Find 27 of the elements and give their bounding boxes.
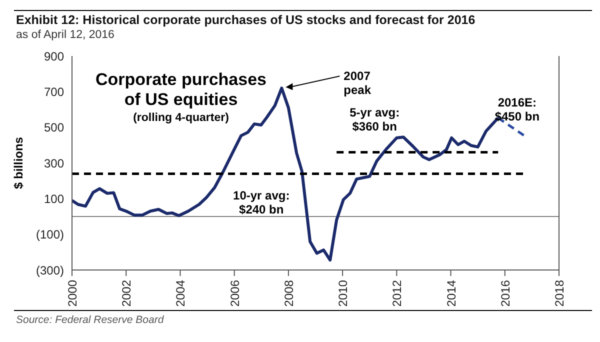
annotation: 5-yr avg: $360 bn [350, 105, 400, 134]
chart-subtitle: as of April 12, 2016 [16, 29, 114, 41]
y-tick-label: (300) [36, 263, 64, 278]
annotation: 10-yr avg: $240 bn [233, 188, 290, 217]
x-tick-label: 2002 [120, 280, 134, 307]
y-tick-label: (100) [36, 228, 64, 242]
x-tick-label: 2008 [282, 280, 296, 307]
x-tick-label: 2004 [174, 280, 188, 307]
x-tick-label: 2006 [228, 280, 242, 307]
x-tick-label: 2010 [336, 280, 350, 307]
x-tick-label: 2000 [66, 280, 80, 307]
annotation: 2016E: $450 bn [494, 95, 540, 124]
annotation: 2007 peak [344, 69, 372, 98]
y-axis-title: $ billions [11, 136, 26, 190]
chart-title: Exhibit 12: Historical corporate purchases of US stocks and forecast for 2016 [16, 13, 476, 27]
x-tick-label: 2018 [552, 280, 567, 307]
x-tick-label: 2012 [390, 280, 404, 307]
y-tick-label: 700 [44, 84, 64, 99]
annotation: (rolling 4-quarter) [132, 112, 230, 124]
source-note: Source: Federal Reserve Board [16, 314, 164, 326]
y-tick-label: 500 [44, 120, 64, 135]
y-tick-label: 300 [44, 156, 64, 170]
x-tick-label: 2014 [444, 280, 458, 307]
x-tick-label: 2016 [498, 280, 512, 307]
y-tick-label: 100 [44, 192, 64, 206]
y-tick-label: 900 [44, 49, 64, 64]
annotation: Corporate purchases of US equities [94, 70, 268, 110]
